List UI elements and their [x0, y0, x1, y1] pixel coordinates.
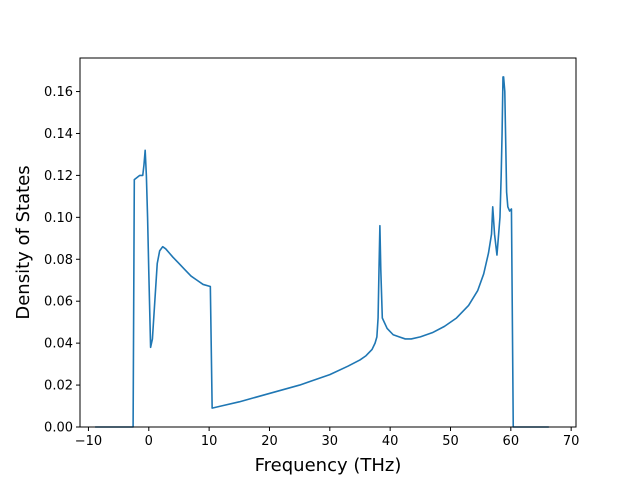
y-tick-label: 0.10	[44, 211, 73, 226]
x-tick-label: 60	[503, 434, 520, 449]
y-tick-label: 0.16	[44, 85, 73, 100]
y-tick-label: 0.02	[44, 379, 73, 394]
x-tick-label: 10	[201, 434, 218, 449]
y-tick-label: 0.04	[44, 337, 73, 352]
axis-ticks: −10 0 10 20 30 40 50 60 70 0.00 0.02 0.04 0.06 0.08 0.…	[44, 85, 579, 449]
x-tick-label: 70	[563, 434, 580, 449]
dos-series-line-0	[95, 76, 549, 428]
plot-frame	[79, 57, 577, 428]
x-tick-label: 0	[145, 434, 153, 449]
x-tick-label: 30	[322, 434, 339, 449]
x-axis-label: Frequency (THz)	[255, 455, 402, 476]
x-tick-label: 20	[261, 434, 278, 449]
x-tick-label: 40	[382, 434, 399, 449]
x-tick-label: −10	[75, 434, 102, 449]
y-tick-label: 0.00	[44, 421, 73, 436]
y-tick-label: 0.12	[44, 169, 73, 184]
y-tick-label: 0.14	[44, 127, 73, 142]
plot-area	[95, 76, 549, 428]
y-axis-label: Density of States	[13, 165, 34, 319]
y-tick-label: 0.06	[44, 295, 73, 310]
y-tick-label: 0.08	[44, 253, 73, 268]
x-tick-label: 50	[442, 434, 459, 449]
